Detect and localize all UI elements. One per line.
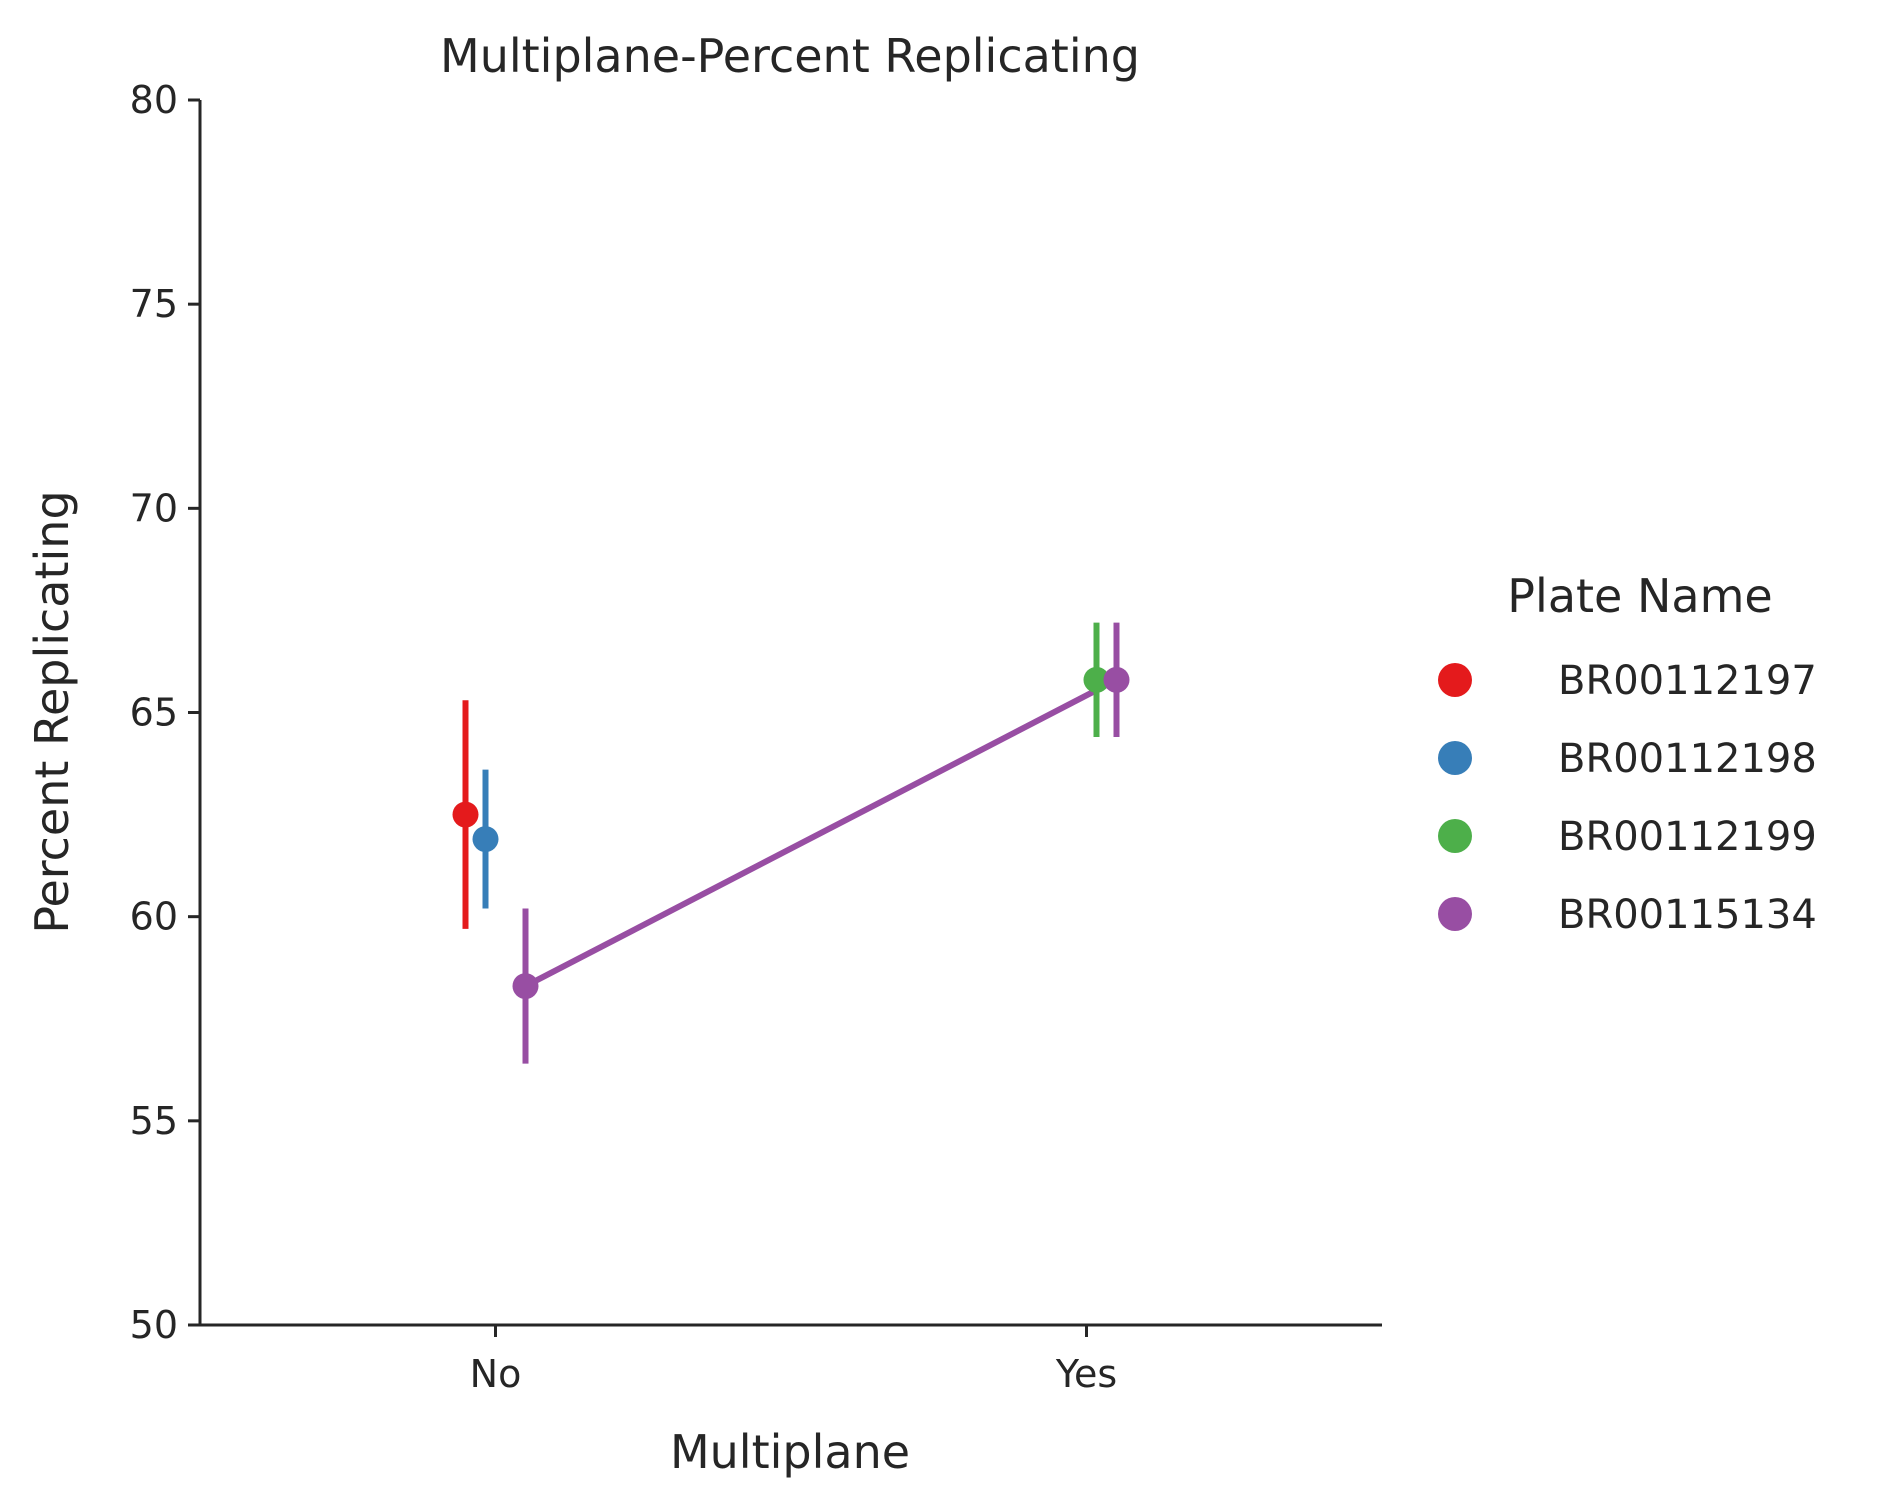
legend-label: BR00112197 [1558, 658, 1817, 704]
y-tick-label: 75 [130, 282, 178, 326]
y-tick-label: 70 [130, 486, 178, 530]
x-tick-label: Yes [1055, 1352, 1117, 1396]
y-tick-label: 80 [130, 78, 178, 122]
y-axis-label: Percent Replicating [25, 490, 79, 933]
legend-marker [1438, 897, 1472, 931]
data-point [472, 826, 499, 853]
y-tick-label: 55 [130, 1099, 178, 1143]
legend-label: BR00112199 [1558, 814, 1817, 860]
legend-label: BR00115134 [1558, 892, 1817, 938]
error-bars [462, 622, 1120, 1064]
legend: Plate Name BR00112197BR00112198BR0011219… [1438, 569, 1817, 938]
data-point [1103, 666, 1130, 693]
series-lines [524, 677, 1118, 989]
y-ticks: 50 55 60 65 70 75 80 [130, 78, 200, 1347]
x-tick-label: No [470, 1352, 522, 1396]
legend-marker [1438, 663, 1472, 697]
plot-area: 50 55 60 65 70 75 80 No Yes [130, 78, 1382, 1396]
legend-label: BR00112198 [1558, 736, 1817, 782]
legend-marker [1438, 741, 1472, 775]
legend-marker [1438, 819, 1472, 853]
y-tick-label: 60 [130, 895, 178, 939]
legend-title: Plate Name [1507, 569, 1772, 623]
data-point [512, 973, 539, 1000]
y-tick-label: 65 [130, 691, 178, 735]
data-point [452, 801, 479, 828]
legend-items: BR00112197 BR00112198 BR00112199 BR00115134 [1438, 658, 1817, 938]
data-point [1083, 666, 1110, 693]
chart-title: Multiplane-Percent Replicating [440, 29, 1140, 83]
x-axis-label: Multiplane [670, 1425, 910, 1479]
data-points [452, 666, 1130, 1000]
series-line [524, 677, 1118, 989]
y-tick-label: 50 [130, 1303, 178, 1347]
x-ticks: No Yes [470, 1325, 1117, 1396]
